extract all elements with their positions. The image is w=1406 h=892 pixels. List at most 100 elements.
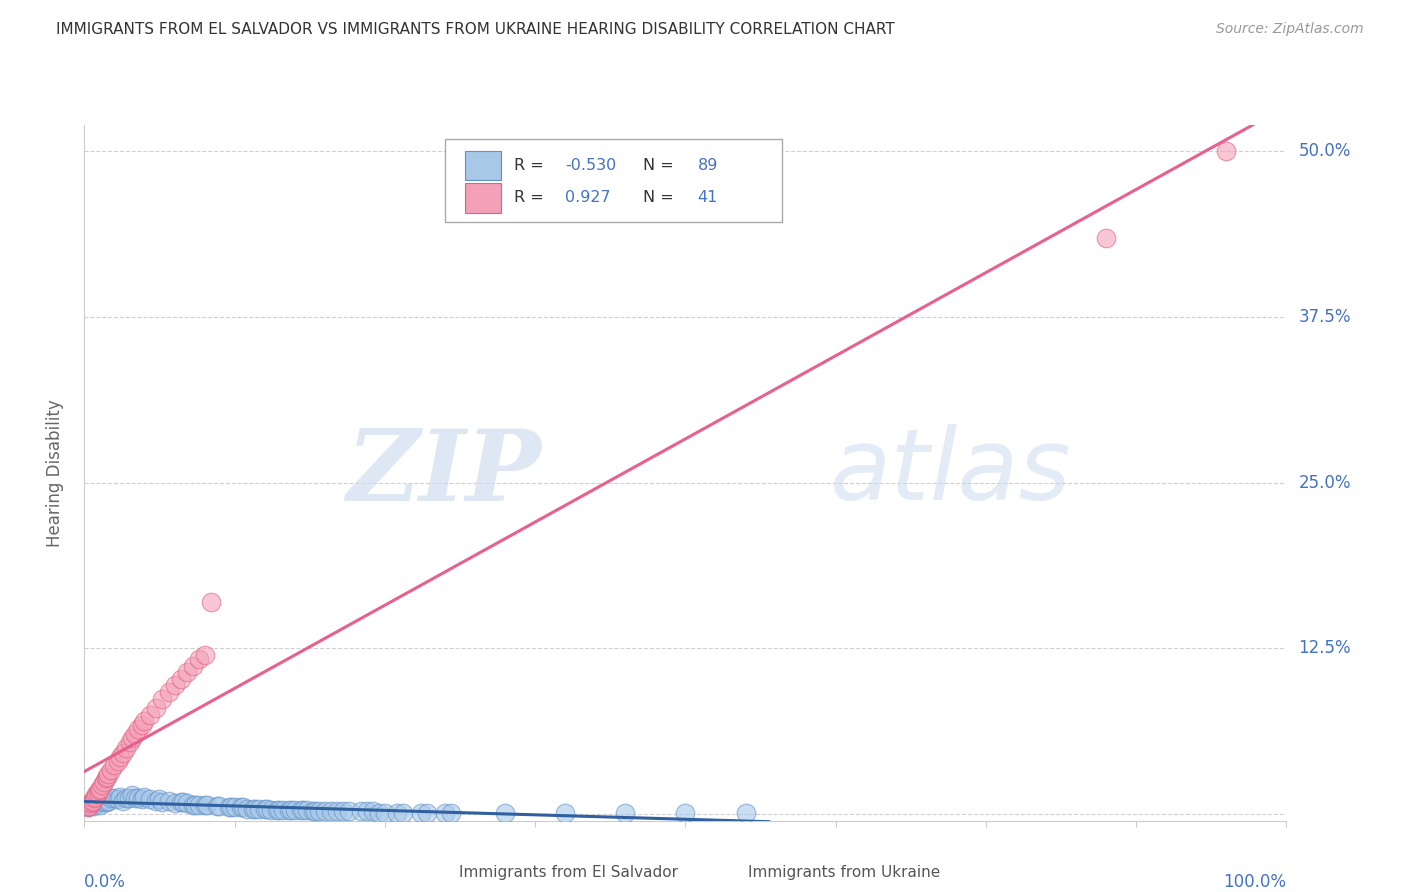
Point <box>134 714 156 729</box>
Text: 0.927: 0.927 <box>565 190 610 205</box>
Point <box>194 797 217 812</box>
Point <box>96 795 118 809</box>
Point <box>356 805 378 819</box>
Text: ZIP: ZIP <box>346 425 541 521</box>
Point <box>169 795 191 809</box>
Point <box>131 718 153 732</box>
Point <box>176 797 198 811</box>
Point <box>86 797 108 811</box>
Point <box>326 805 349 819</box>
Point <box>118 735 141 749</box>
Text: Source: ZipAtlas.com: Source: ZipAtlas.com <box>1216 22 1364 37</box>
Point <box>169 672 191 686</box>
Point <box>115 791 138 805</box>
Point <box>247 802 270 816</box>
Point <box>83 799 105 814</box>
Point <box>290 803 312 817</box>
Point <box>86 787 108 801</box>
Point <box>243 802 266 816</box>
Text: -0.530: -0.530 <box>565 158 616 173</box>
Point <box>235 802 257 816</box>
Point <box>218 800 240 814</box>
Point <box>152 691 174 706</box>
Point <box>194 648 217 662</box>
Point <box>304 805 326 819</box>
Point <box>232 800 254 814</box>
Point <box>87 783 110 797</box>
Point <box>107 792 129 806</box>
Point <box>84 789 107 804</box>
Point <box>219 800 242 814</box>
Point <box>80 797 103 812</box>
Point <box>734 805 756 820</box>
Point <box>554 805 576 820</box>
Point <box>260 803 283 817</box>
Point <box>103 758 125 772</box>
Point <box>134 789 156 804</box>
Point <box>200 595 222 609</box>
Point <box>83 791 105 805</box>
Point <box>187 797 209 812</box>
Text: IMMIGRANTS FROM EL SALVADOR VS IMMIGRANTS FROM UKRAINE HEARING DISABILITY CORREL: IMMIGRANTS FROM EL SALVADOR VS IMMIGRANT… <box>56 22 896 37</box>
Point <box>127 791 149 805</box>
Point <box>614 805 637 820</box>
Point <box>124 727 146 741</box>
Text: 25.0%: 25.0% <box>1299 474 1351 491</box>
Y-axis label: Hearing Disability: Hearing Disability <box>45 399 63 547</box>
Point <box>139 707 162 722</box>
Point <box>100 764 122 778</box>
Point <box>163 797 186 811</box>
Point <box>111 746 134 760</box>
Point <box>145 794 167 808</box>
Point <box>440 805 463 820</box>
Point <box>80 795 103 809</box>
Text: Immigrants from El Salvador: Immigrants from El Salvador <box>460 865 679 880</box>
Point <box>208 799 231 814</box>
Point <box>295 803 318 817</box>
Text: 50.0%: 50.0% <box>1299 143 1351 161</box>
Point <box>148 792 170 806</box>
Point <box>77 799 100 814</box>
Text: R =: R = <box>513 190 543 205</box>
Bar <box>420 863 451 883</box>
Point <box>434 805 457 820</box>
Point <box>337 805 360 819</box>
Text: Immigrants from Ukraine: Immigrants from Ukraine <box>748 865 941 880</box>
Text: 12.5%: 12.5% <box>1299 640 1351 657</box>
Point <box>367 805 389 820</box>
Point <box>1215 145 1237 159</box>
Point <box>266 803 288 817</box>
Point <box>181 797 204 812</box>
Text: R =: R = <box>513 158 543 173</box>
Point <box>103 791 125 805</box>
Point <box>181 658 204 673</box>
Point <box>79 797 101 812</box>
Point <box>77 799 100 814</box>
Point <box>374 805 396 820</box>
Point <box>242 802 264 816</box>
Point <box>675 805 697 820</box>
Point <box>107 754 129 768</box>
Point <box>87 794 110 808</box>
Point <box>79 797 101 811</box>
Text: 37.5%: 37.5% <box>1299 308 1351 326</box>
Text: N =: N = <box>644 190 673 205</box>
Point <box>176 665 198 680</box>
Text: 41: 41 <box>697 190 718 205</box>
Text: 89: 89 <box>697 158 718 173</box>
Point <box>280 803 302 817</box>
Point <box>284 803 307 817</box>
Point <box>416 805 439 820</box>
Point <box>187 652 209 666</box>
Point <box>253 802 276 816</box>
Point <box>409 805 432 820</box>
Point <box>1095 230 1118 244</box>
Point <box>82 794 104 808</box>
Point <box>152 795 174 809</box>
Point <box>110 789 132 804</box>
Point <box>157 794 180 808</box>
Point <box>131 792 153 806</box>
Point <box>385 805 408 820</box>
Point <box>319 805 342 819</box>
Point <box>292 803 315 817</box>
